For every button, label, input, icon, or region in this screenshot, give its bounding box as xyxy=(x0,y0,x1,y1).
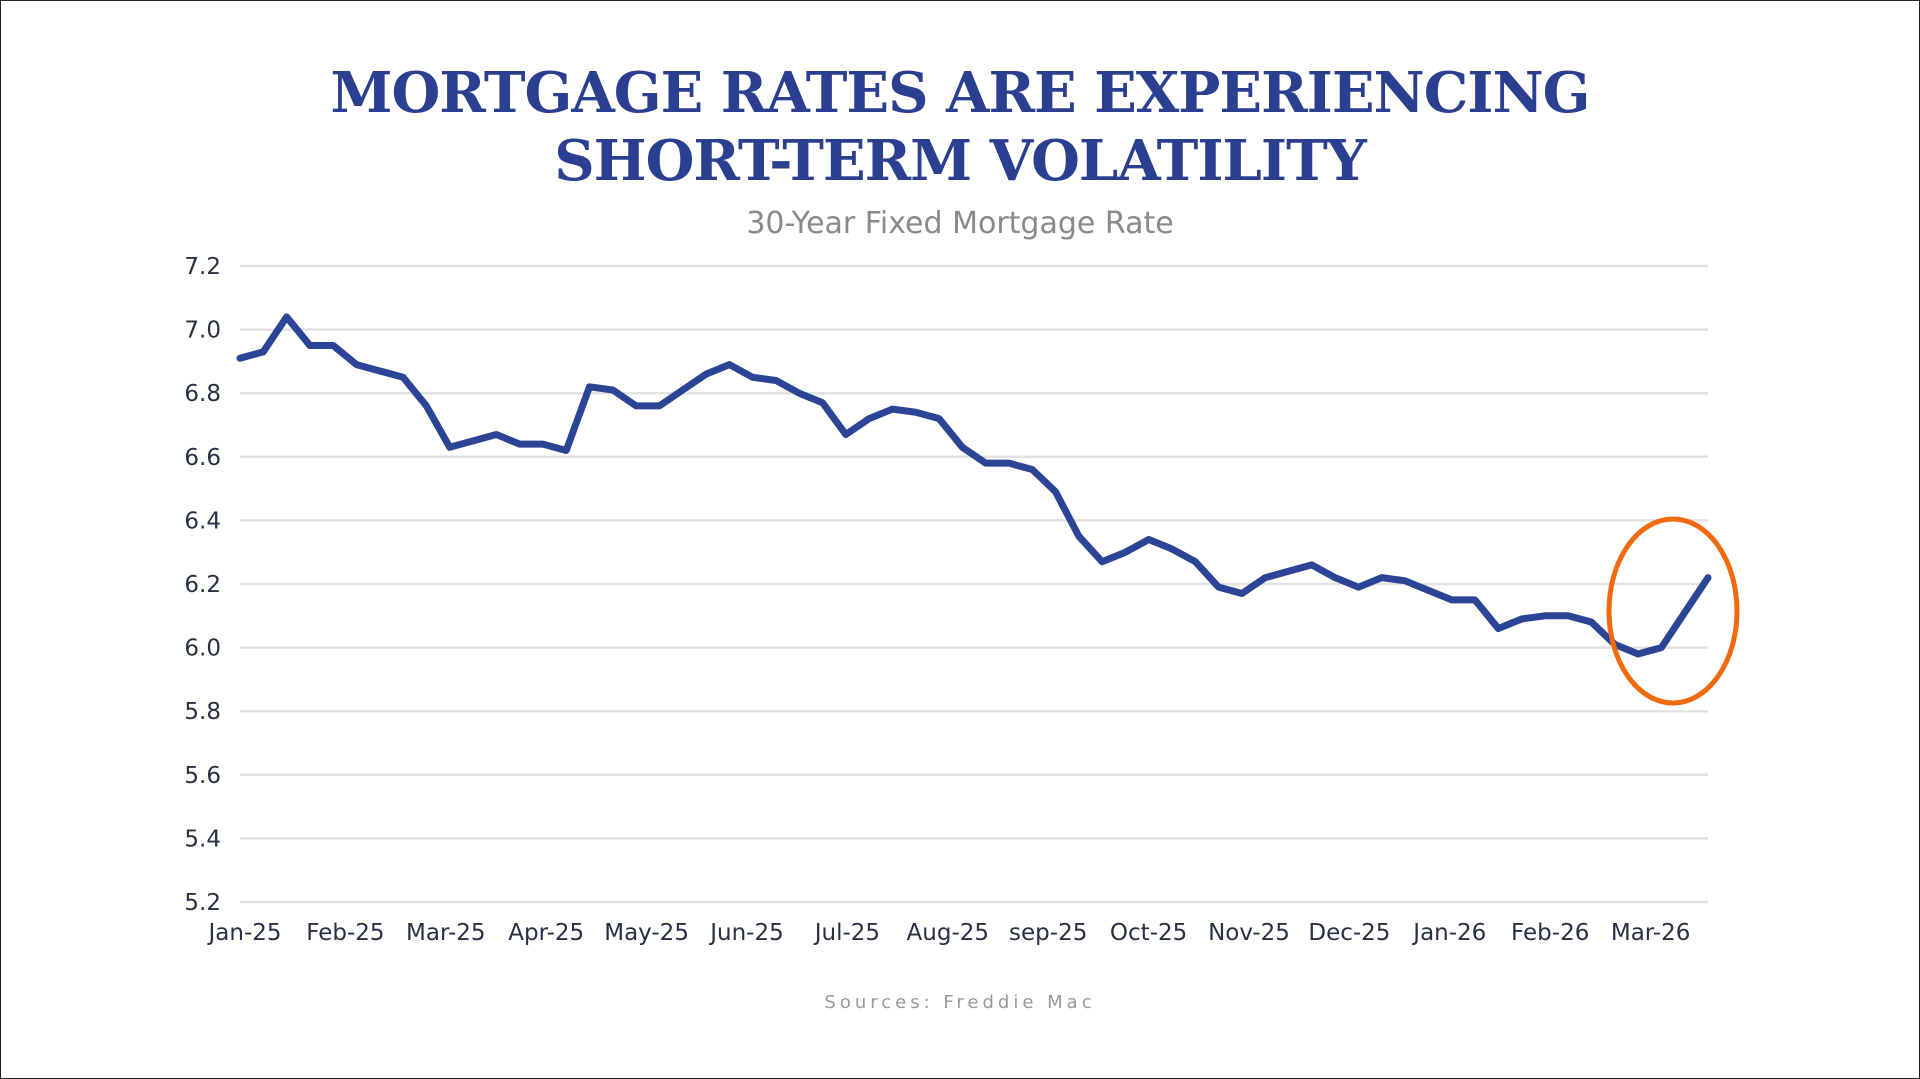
x-tick-label: Feb-25 xyxy=(306,920,384,946)
y-tick-label: 6.2 xyxy=(184,572,221,598)
highlight-ellipse xyxy=(1606,516,1740,706)
x-tick-label: Nov-25 xyxy=(1208,920,1290,946)
series-line xyxy=(236,313,1712,658)
x-tick-label: Feb-26 xyxy=(1511,920,1589,946)
chart-subtitle: 30-Year Fixed Mortgage Rate xyxy=(746,206,1173,241)
chart-title-line-1: MORTGAGE RATES ARE EXPERIENCING xyxy=(331,60,1590,126)
y-tick-label: 5.8 xyxy=(184,699,221,725)
x-tick-label: sep-25 xyxy=(1009,920,1087,946)
y-tick-label: 6.4 xyxy=(184,508,221,534)
y-tick-label: 7.2 xyxy=(184,254,221,280)
y-tick-label: 5.4 xyxy=(184,826,221,852)
x-tick-label: Mar-25 xyxy=(406,920,486,946)
y-tick-label: 6.8 xyxy=(184,381,221,407)
x-tick-label: Jan-26 xyxy=(1411,920,1486,946)
y-tick-label: 7.0 xyxy=(184,318,221,344)
x-tick-label: Oct-25 xyxy=(1110,920,1187,946)
x-tick-label: May-25 xyxy=(604,920,689,946)
y-tick-label: 5.6 xyxy=(184,763,221,789)
y-tick-label: 5.2 xyxy=(184,890,221,916)
y-tick-label: 6.6 xyxy=(184,445,221,471)
x-tick-label: Aug-25 xyxy=(907,920,989,946)
x-tick-label: Mar-26 xyxy=(1611,920,1691,946)
x-tick-label: Apr-25 xyxy=(508,920,584,946)
x-tick-label: Jan-25 xyxy=(206,920,281,946)
y-tick-label: 6.0 xyxy=(184,636,221,662)
x-tick-label: Jun-25 xyxy=(708,920,784,946)
chart-title-line-2: SHORT-TERM VOLATILITY xyxy=(554,128,1368,194)
source-note: Sources: Freddie Mac xyxy=(824,992,1095,1013)
x-tick-label: Dec-25 xyxy=(1308,920,1390,946)
x-tick-label: Jul-25 xyxy=(813,920,880,946)
